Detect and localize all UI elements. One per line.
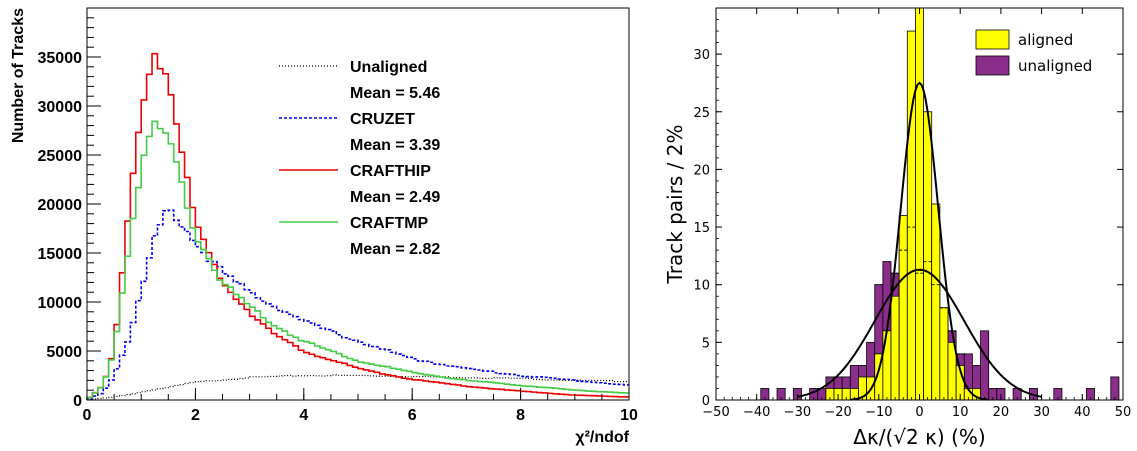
series-line-unaligned xyxy=(86,374,629,401)
series-line-crafthip xyxy=(86,52,629,400)
y-axis-label: Number of Tracks xyxy=(10,8,27,143)
bar-aligned xyxy=(906,30,916,401)
legend-label-unaligned: Unaligned xyxy=(350,59,427,76)
plot-frame xyxy=(86,7,630,401)
bar-aligned xyxy=(882,330,892,401)
x-tick-label: 40 xyxy=(1074,405,1091,420)
legend-label-unaligned: unaligned xyxy=(1018,57,1092,75)
bar-aligned xyxy=(890,295,900,401)
y-tick-label: 10000 xyxy=(38,295,83,312)
legend-label-crafthip: CRAFTHIP xyxy=(350,163,431,180)
bar-aligned xyxy=(898,215,908,401)
gaussian-fit-aligned xyxy=(850,81,989,401)
legend-mean-craftmp: Mean = 2.82 xyxy=(350,241,440,258)
y-tick-label: 35000 xyxy=(38,50,83,67)
series-line-craftmp xyxy=(86,120,629,400)
gaussian-fit-unaligned xyxy=(797,268,1042,398)
y-tick-label: 15 xyxy=(693,221,710,236)
y-tick-label: 0 xyxy=(702,394,710,409)
x-tick-label: 50 xyxy=(1115,405,1132,420)
x-tick-label: 8 xyxy=(516,407,525,424)
x-tick-label: 4 xyxy=(299,407,308,424)
y-axis-label: Track pairs / 2% xyxy=(663,124,687,284)
x-tick-label: 10 xyxy=(620,407,638,424)
left-chart: 0 2 4 6 8 10 0 5000 10000 15000 20000 25000 30000 350… xyxy=(10,7,638,446)
bar-aligned xyxy=(915,7,924,401)
y-tick-label: 0 xyxy=(73,393,82,410)
x-tick-label: −40 xyxy=(743,405,770,420)
x-tick-label: 10 xyxy=(952,405,969,420)
x-tick-label: −10 xyxy=(865,405,892,420)
series-line-cruzet xyxy=(86,209,629,400)
x-axis-label: Δκ/(√2 κ) (%) xyxy=(853,425,985,449)
x-tick-label: −50 xyxy=(702,405,729,420)
y-tick-label: 15000 xyxy=(38,246,83,263)
y-tick-label: 30000 xyxy=(38,99,83,116)
bar-unaligned xyxy=(1110,376,1120,401)
x-tick-label: 2 xyxy=(191,407,200,424)
x-tick-label: 20 xyxy=(993,405,1010,420)
y-tick-label: 20000 xyxy=(38,197,83,214)
x-tick-label: 0 xyxy=(83,407,92,424)
y-tick-label: 25000 xyxy=(38,148,83,165)
x-tick-label: 30 xyxy=(1033,405,1050,420)
y-tick-label: 5 xyxy=(702,336,710,351)
x-tick-label: −30 xyxy=(784,405,811,420)
x-tick-label: −20 xyxy=(824,405,851,420)
y-tick-label: 25 xyxy=(693,106,710,121)
legend-swatch-unaligned xyxy=(975,55,1010,76)
legend-label-aligned: aligned xyxy=(1018,31,1073,49)
right-chart: −50 −40 −30 −20 −10 0 10 20 30 40 50 0 5 10 15 20 25 30 Δκ… xyxy=(663,7,1132,449)
legend-swatch-aligned xyxy=(975,29,1010,50)
bar-aligned xyxy=(923,111,933,401)
x-axis-label: χ²/ndof xyxy=(575,429,629,446)
legend-mean-crafthip: Mean = 2.49 xyxy=(350,189,440,206)
y-tick-label: 10 xyxy=(693,279,710,294)
bar-aligned xyxy=(939,307,949,401)
y-tick-label: 20 xyxy=(693,163,710,178)
legend-mean-unaligned: Mean = 5.46 xyxy=(350,85,440,102)
legend-label-cruzet: CRUZET xyxy=(350,111,415,128)
y-tick-label: 5000 xyxy=(46,344,82,361)
x-tick-label: 0 xyxy=(915,405,923,420)
y-tick-label: 30 xyxy=(693,48,710,63)
bar-unaligned xyxy=(980,330,990,401)
x-tick-label: 6 xyxy=(408,407,417,424)
legend-mean-cruzet: Mean = 3.39 xyxy=(350,137,440,154)
bar-aligned xyxy=(931,203,941,401)
legend-label-craftmp: CRAFTMP xyxy=(350,215,429,232)
